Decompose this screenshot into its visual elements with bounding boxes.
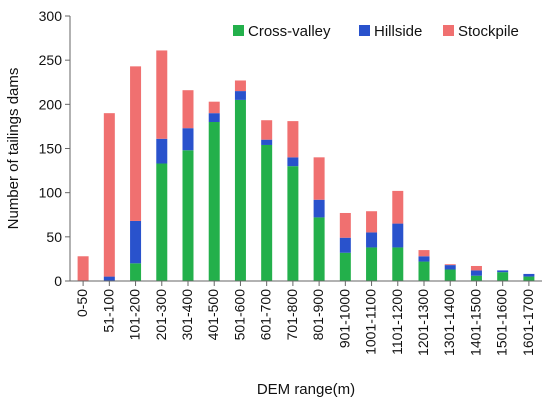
y-tick-label: 250 xyxy=(39,52,63,68)
legend-item-cross-valley: Cross-valley xyxy=(233,23,331,40)
bar-cross-valley-1601-1700 xyxy=(523,276,535,281)
axes xyxy=(65,15,542,286)
bar-hillside-701-800 xyxy=(287,157,299,167)
bar-stockpile-401-500 xyxy=(208,101,220,114)
x-tick-label: 301-400 xyxy=(179,289,195,341)
legend-swatch xyxy=(359,25,370,36)
y-tick-label: 300 xyxy=(39,8,63,24)
y-tick-label: 0 xyxy=(54,273,62,289)
y-tick-label: 50 xyxy=(46,229,62,245)
x-tick-label: 1401-1500 xyxy=(467,289,483,356)
bar-hillside-1101-1200 xyxy=(392,223,404,248)
x-tick-label: 201-300 xyxy=(153,289,169,341)
bar-hillside-101-200 xyxy=(130,220,142,264)
legend-item-hillside: Hillside xyxy=(359,23,422,40)
bar-cross-valley-201-300 xyxy=(156,163,168,281)
bar-stockpile-701-800 xyxy=(287,121,299,158)
y-tick-label: 150 xyxy=(39,141,63,157)
x-axis-title: DEM range(m) xyxy=(257,381,355,398)
bar-cross-valley-1301-1400 xyxy=(444,269,456,281)
legend-label: Cross-valley xyxy=(248,23,331,40)
x-tick-label: 401-500 xyxy=(205,289,221,341)
legend: Cross-valley Hillside Stockpile xyxy=(233,23,519,40)
bar-hillside-1401-1500 xyxy=(470,270,482,276)
bar-cross-valley-1401-1500 xyxy=(470,275,482,281)
x-tick-label: 601-700 xyxy=(258,289,274,341)
bar-cross-valley-1101-1200 xyxy=(392,247,404,281)
x-tick-label: 1301-1400 xyxy=(441,289,457,356)
bar-stockpile-1001-1100 xyxy=(366,211,378,233)
bar-stockpile-1201-1300 xyxy=(418,250,430,257)
bar-hillside-901-1000 xyxy=(339,237,351,253)
bar-cross-valley-401-500 xyxy=(208,122,220,281)
bar-stockpile-0-50 xyxy=(77,256,89,281)
bar-stockpile-501-600 xyxy=(234,80,246,92)
x-tick-label: 0-50 xyxy=(74,289,90,317)
bar-stockpile-1301-1400 xyxy=(444,264,456,266)
bar-hillside-801-900 xyxy=(313,199,325,218)
bar-cross-valley-901-1000 xyxy=(339,252,351,281)
bar-hillside-1301-1400 xyxy=(444,265,456,270)
bar-stockpile-901-1000 xyxy=(339,212,351,238)
x-tick-label: 51-100 xyxy=(100,289,116,333)
bars xyxy=(77,50,535,281)
bar-stockpile-601-700 xyxy=(261,120,273,140)
x-tick-label: 1601-1700 xyxy=(520,289,536,356)
bar-hillside-51-100 xyxy=(103,276,115,281)
y-tick-label: 100 xyxy=(39,185,63,201)
x-tick-label: 1201-1300 xyxy=(415,289,431,356)
bar-hillside-1501-1600 xyxy=(497,270,509,273)
x-tick-label: 1001-1100 xyxy=(363,289,379,355)
x-tick-label: 1501-1600 xyxy=(494,289,510,356)
bar-stockpile-801-900 xyxy=(313,157,325,200)
bar-stockpile-1101-1200 xyxy=(392,190,404,224)
bar-cross-valley-701-800 xyxy=(287,166,299,281)
x-tick-label: 101-200 xyxy=(127,289,143,341)
legend-swatch xyxy=(233,25,244,36)
bar-hillside-1001-1100 xyxy=(366,232,378,248)
bar-cross-valley-101-200 xyxy=(130,263,142,281)
y-axis-title: Number of tailings dams xyxy=(5,68,22,230)
bar-hillside-501-600 xyxy=(234,91,246,100)
x-tick-label: 1101-1200 xyxy=(389,289,405,355)
bar-hillside-401-500 xyxy=(208,113,220,122)
x-tick-label: 801-900 xyxy=(310,289,326,341)
y-tick-label: 200 xyxy=(39,96,63,112)
bar-cross-valley-601-700 xyxy=(261,144,273,281)
legend-label: Hillside xyxy=(374,23,422,40)
bar-stockpile-1401-1500 xyxy=(470,265,482,271)
legend-label: Stockpile xyxy=(458,23,519,40)
legend-swatch xyxy=(443,25,454,36)
bar-cross-valley-501-600 xyxy=(234,99,246,281)
bar-cross-valley-1501-1600 xyxy=(497,272,509,281)
legend-item-stockpile: Stockpile xyxy=(443,23,519,40)
bar-hillside-1601-1700 xyxy=(523,273,535,277)
bar-hillside-1201-1300 xyxy=(418,256,430,262)
bar-stockpile-101-200 xyxy=(130,66,142,221)
bar-hillside-201-300 xyxy=(156,138,168,164)
x-tick-label: 501-600 xyxy=(231,289,247,341)
x-tick-label: 901-1000 xyxy=(336,289,352,348)
tick-labels: 0-50 51-100 101-200 201-300 301-400 401-500 50… xyxy=(39,8,536,356)
bar-stockpile-301-400 xyxy=(182,90,194,129)
bar-cross-valley-801-900 xyxy=(313,217,325,281)
bar-hillside-301-400 xyxy=(182,128,194,151)
bar-cross-valley-301-400 xyxy=(182,150,194,281)
bar-hillside-601-700 xyxy=(261,139,273,145)
bar-stockpile-51-100 xyxy=(103,113,115,277)
bar-cross-valley-1201-1300 xyxy=(418,261,430,281)
bar-stockpile-201-300 xyxy=(156,50,168,139)
x-tick-label: 701-800 xyxy=(284,289,300,341)
bar-cross-valley-1001-1100 xyxy=(366,247,378,281)
